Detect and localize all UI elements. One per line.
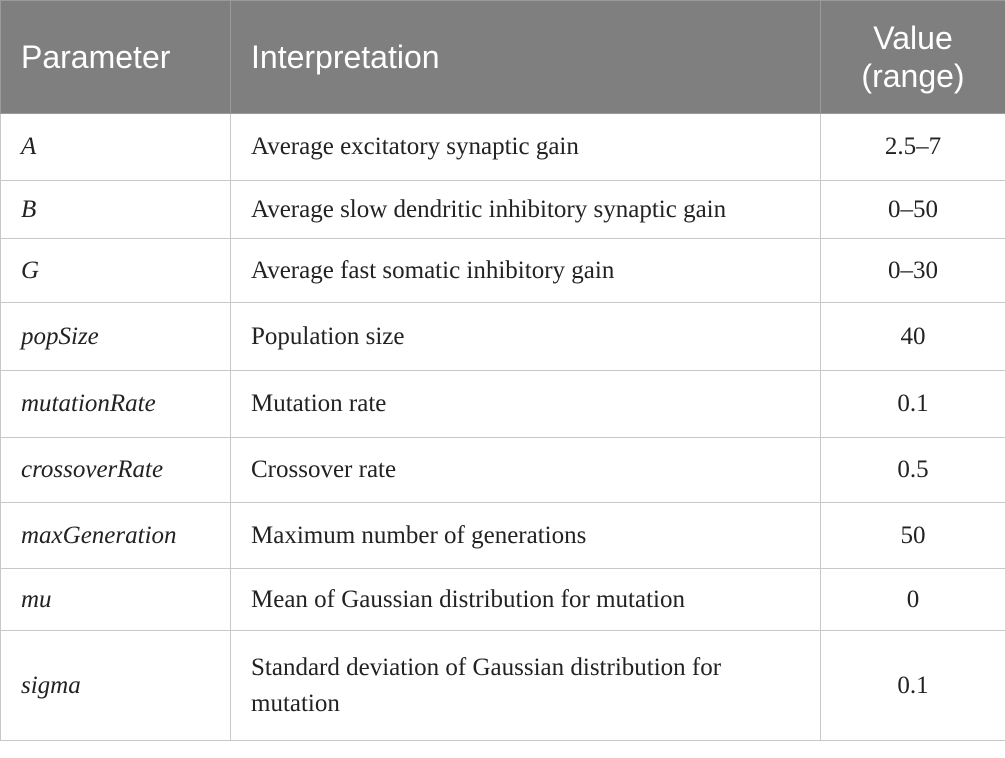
- table-cell: crossoverRate: [0, 437, 231, 503]
- table-cell: Population size: [230, 302, 821, 371]
- table-body: A Average excitatory synaptic gain 2.5–7 B A…: [0, 113, 1005, 741]
- table-cell: maxGeneration: [0, 502, 231, 569]
- table-cell: Average fast somatic inhibitory gain: [230, 238, 821, 303]
- table-cell: 2.5–7: [820, 113, 1005, 181]
- parameter-table: Parameter Interpretation Value (range) A Av…: [0, 0, 1005, 741]
- table-row: mutationRate Mutation rate 0.1: [0, 370, 1005, 438]
- table-cell: 0–50: [820, 180, 1005, 239]
- table-cell: G: [0, 238, 231, 303]
- header-cell: Parameter: [0, 0, 231, 114]
- table-cell: mu: [0, 568, 231, 631]
- table-row: crossoverRate Crossover rate 0.5: [0, 437, 1005, 503]
- table-cell: 50: [820, 502, 1005, 569]
- table-cell: popSize: [0, 302, 231, 371]
- table-cell: Average slow dendritic inhibitory synapt…: [230, 180, 821, 239]
- table-cell: A: [0, 113, 231, 181]
- table-cell: Average excitatory synaptic gain: [230, 113, 821, 181]
- table-cell: 0–30: [820, 238, 1005, 303]
- table-row: A Average excitatory synaptic gain 2.5–7: [0, 113, 1005, 181]
- table-cell: 0: [820, 568, 1005, 631]
- table-row: mu Mean of Gaussian distribution for muta…: [0, 568, 1005, 631]
- table-cell: Maximum number of generations: [230, 502, 821, 569]
- table-cell: sigma: [0, 630, 231, 741]
- table-cell: 40: [820, 302, 1005, 371]
- table-cell: 0.1: [820, 370, 1005, 438]
- table-cell: 0.1: [820, 630, 1005, 741]
- table-cell: Mutation rate: [230, 370, 821, 438]
- table-cell: Crossover rate: [230, 437, 821, 503]
- header-cell: Interpretation: [230, 0, 821, 114]
- table-cell: Standard deviation of Gaussian distribut…: [230, 630, 821, 741]
- header-row: Parameter Interpretation Value (range): [0, 0, 1005, 114]
- table-cell: 0.5: [820, 437, 1005, 503]
- table-cell: mutationRate: [0, 370, 231, 438]
- table-cell: Mean of Gaussian distribution for mutati…: [230, 568, 821, 631]
- table-row: popSize Population size 40: [0, 302, 1005, 371]
- header-cell: Value (range): [820, 0, 1005, 114]
- table-row: sigma Standard deviation of Gaussian dist…: [0, 630, 1005, 741]
- table-cell: B: [0, 180, 231, 239]
- table-row: G Average fast somatic inhibitory gain 0–3…: [0, 238, 1005, 303]
- table-row: B Average slow dendritic inhibitory synap…: [0, 180, 1005, 239]
- table-row: maxGeneration Maximum number of generatio…: [0, 502, 1005, 569]
